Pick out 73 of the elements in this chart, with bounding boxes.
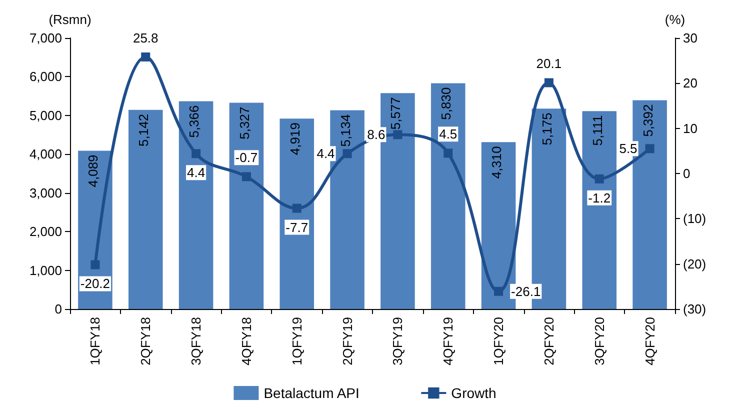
bar (280, 118, 314, 309)
legend-label: Betalactum API (264, 385, 360, 401)
point (645, 144, 654, 154)
x-tick-label: 1QFY20 (491, 317, 506, 366)
data-label: 4,089 (86, 154, 101, 188)
point (242, 172, 251, 182)
data-label: 4.4 (187, 165, 206, 180)
y-tick-label: 0 (54, 302, 62, 316)
x-tick-label: 4QFY20 (642, 317, 658, 366)
data-label: 4,919 (287, 122, 302, 156)
x-tick-label: 2QFY19 (340, 317, 355, 366)
x-tick-label: 4QFY18 (238, 317, 254, 366)
bar (229, 102, 264, 309)
x-tick-label: 3QFY19 (390, 317, 406, 366)
y-tick-label: 7,000 (29, 30, 62, 46)
data-label: 5,142 (136, 114, 152, 146)
data-label: -0.7 (235, 150, 258, 166)
point (90, 260, 100, 270)
data-label: 5,366 (186, 105, 202, 138)
y2-tick-label: 0 (683, 166, 690, 181)
data-label: 5,327 (236, 106, 252, 140)
y2-tick-label: (30) (683, 302, 706, 316)
data-label: 4,310 (489, 146, 504, 179)
x-tick-label: 1QFY19 (289, 317, 304, 366)
data-label: 5,392 (640, 104, 656, 137)
data-label: 4.5 (439, 126, 458, 142)
y-tick-label: 4,000 (29, 146, 62, 162)
data-label: -1.2 (588, 190, 611, 206)
point (444, 148, 453, 158)
y-tick-label: 1,000 (29, 262, 62, 278)
data-label: 5,830 (438, 87, 454, 120)
point (594, 174, 604, 184)
data-label: -20.2 (80, 276, 110, 292)
point (141, 52, 150, 62)
y2-tick-label: 30 (683, 30, 698, 46)
bar (128, 110, 163, 309)
x-tick-label: 3QFY20 (592, 317, 607, 366)
data-label: 5,175 (539, 112, 554, 146)
y2-tick-label: (10) (683, 211, 706, 226)
y-tick-label: 6,000 (29, 69, 62, 84)
y-tick-label: 2,000 (29, 224, 62, 240)
point (494, 286, 504, 296)
x-tick-label: 1QFY18 (88, 317, 103, 366)
point (544, 78, 554, 88)
x-tick-label: 3QFY18 (188, 317, 204, 366)
data-label: 5,134 (338, 114, 353, 147)
bar (582, 111, 617, 309)
point (192, 149, 201, 158)
data-label: -7.7 (286, 220, 308, 235)
data-label: 20.1 (536, 56, 562, 72)
y2-axis-title: (%) (664, 12, 686, 27)
data-label: 5.5 (619, 141, 638, 156)
data-label: 5,111 (590, 115, 605, 146)
x-tick-label: 4QFY19 (440, 317, 456, 366)
data-label: 25.8 (132, 30, 158, 46)
point (342, 149, 352, 158)
data-label: 8.6 (367, 127, 386, 142)
y-axis-title: (Rsmn) (48, 12, 92, 27)
x-tick-label: 2QFY18 (138, 317, 154, 366)
y2-tick-label: 10 (683, 120, 698, 136)
data-label: -26.1 (511, 284, 541, 299)
x-tick-label: 2QFY20 (541, 317, 556, 366)
data-label: 5,577 (388, 97, 404, 130)
y-tick-label: 3,000 (29, 185, 62, 200)
y2-tick-label: 20 (683, 76, 698, 91)
y-tick-label: 5,000 (29, 108, 62, 123)
legend-label: Growth (451, 385, 496, 401)
bar (178, 101, 214, 309)
y2-tick-label: (20) (683, 256, 706, 272)
point (393, 130, 402, 140)
data-label: 4.4 (316, 146, 335, 162)
bar (430, 83, 466, 309)
point (292, 204, 302, 213)
